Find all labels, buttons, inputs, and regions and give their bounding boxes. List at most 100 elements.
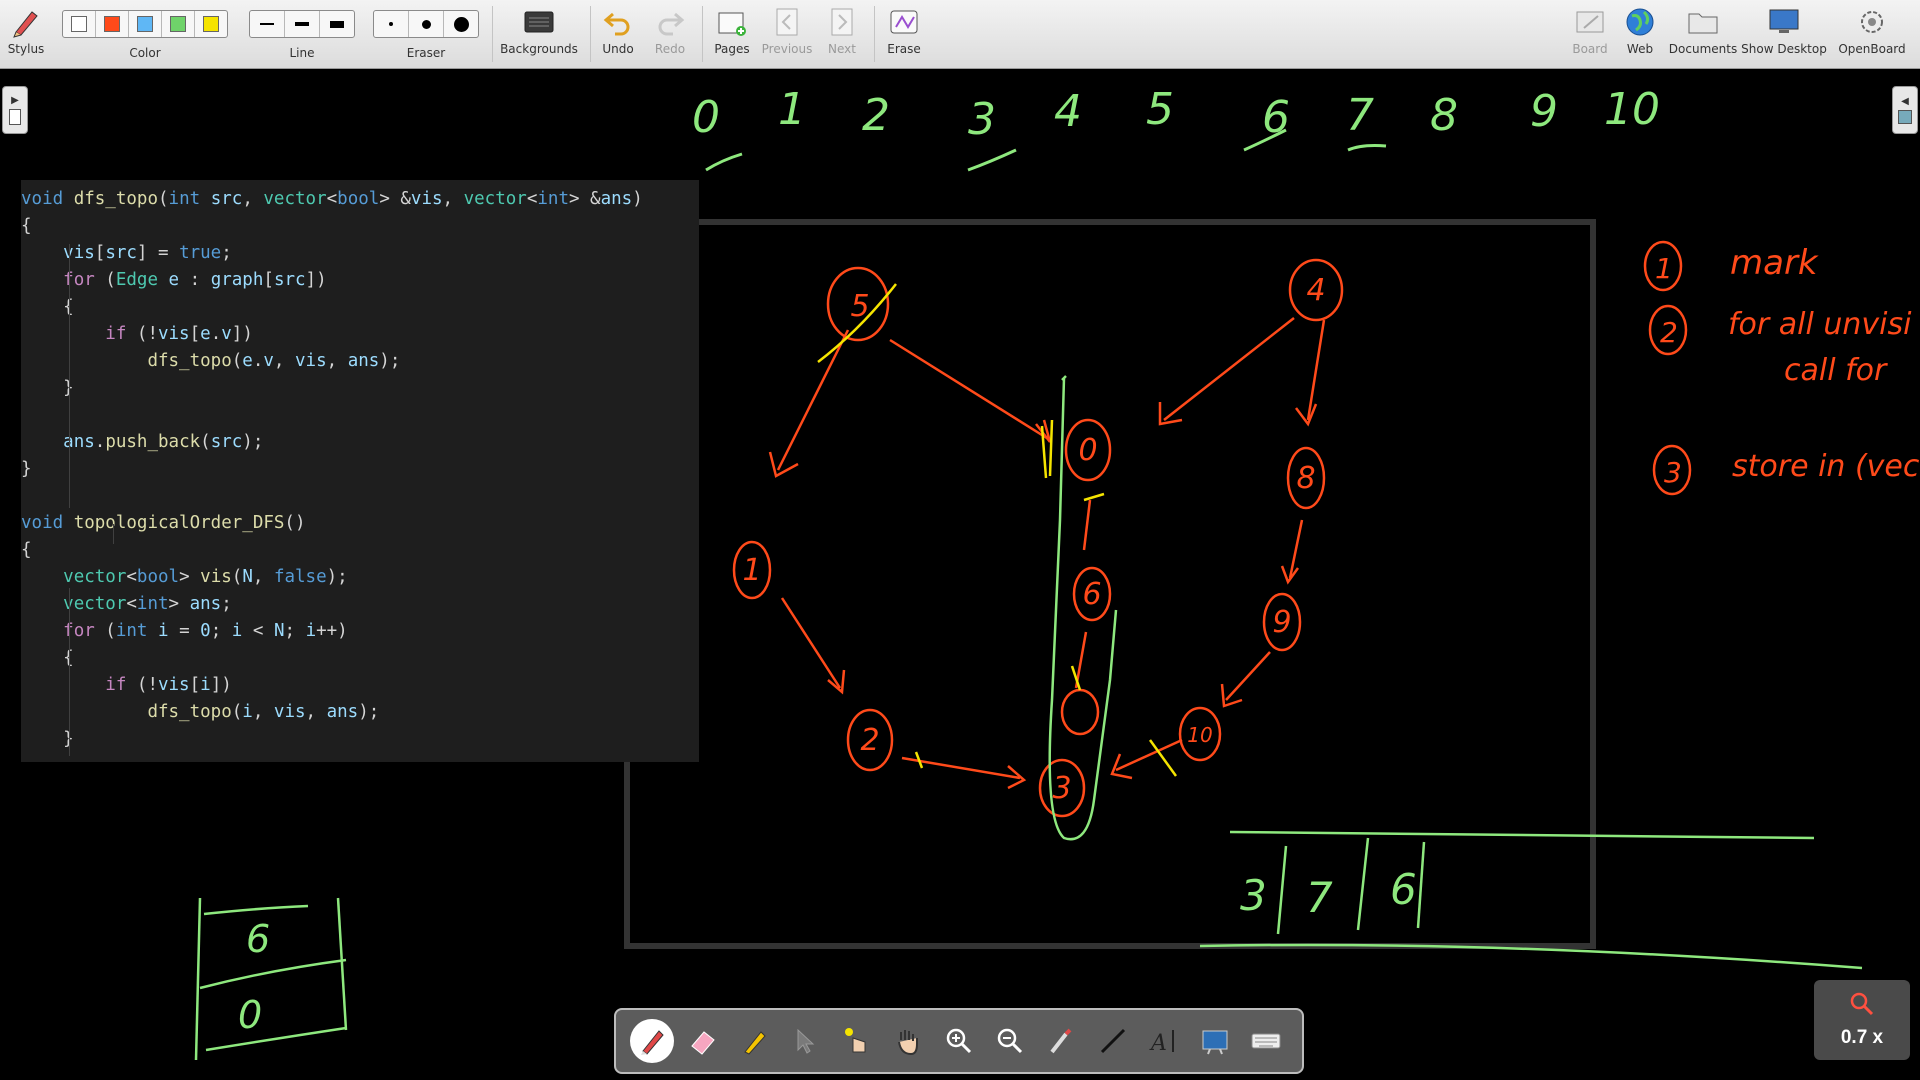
top-number: 10 [1604,84,1660,135]
next-button[interactable]: Next [822,4,862,64]
code-line: void dfs_topo(int src, vector<bool> &vis… [21,189,643,209]
top-number: 1 [778,84,806,135]
folder-icon [1686,4,1720,40]
eraser-label: Eraser [406,46,446,60]
web-button[interactable]: Web [1620,4,1660,64]
backgrounds-button[interactable]: Backgrounds [500,4,578,64]
undo-button[interactable]: Undo [598,4,638,64]
capture-tool-button[interactable] [1039,1019,1083,1063]
recursion-path [1048,375,1118,841]
code-line: { [21,648,74,668]
zoom-in-tool-button[interactable] [937,1019,981,1063]
board-label: Board [1572,42,1608,56]
node-label: 8 [1296,461,1315,496]
color-red-swatch[interactable] [96,11,129,37]
board-button[interactable]: Board [1570,4,1610,64]
left-panel-tab[interactable]: ▶ [2,86,28,134]
highlighter-icon [744,1031,766,1055]
color-white-swatch[interactable] [63,11,96,37]
color-green-swatch[interactable] [162,11,195,37]
right-panel-tab[interactable]: ◀ [1892,86,1918,134]
node-labels: 5 4 0 6 3 1 2 8 9 10 [742,273,1325,806]
node-label: 6 [1082,577,1101,612]
eraser-icon [691,1031,715,1055]
highlighter-tool-button[interactable] [732,1019,776,1063]
color-blue-swatch[interactable] [129,11,162,37]
line-medium-option[interactable] [285,11,320,37]
color-swatches [62,10,228,38]
code-line: { [21,297,74,317]
eraser-group: Eraser [373,4,479,64]
zoom-out-tool-button[interactable] [988,1019,1032,1063]
code-line: { [21,540,32,560]
line-tool-button[interactable] [1091,1019,1135,1063]
line-label: Line [289,46,315,60]
line-width-options [249,10,355,38]
code-line: } [21,459,32,479]
documents-button[interactable]: Documents [1669,4,1737,64]
toolbar-divider [590,6,591,62]
code-line: } [21,378,74,398]
line-thick-option[interactable] [320,11,354,37]
chevron-right-icon: ▶ [11,95,19,106]
algorithm-steps: 1 mark 2 for all unvisi call for 3 store… [1655,243,1920,489]
node-label: 2 [860,723,879,758]
pages-label: Pages [714,42,750,56]
color-label: Color [129,46,161,60]
pen-icon [640,1030,664,1055]
line-thin-option[interactable] [250,11,285,37]
eraser-small-option[interactable] [374,11,409,37]
hand-tool-button[interactable] [886,1019,930,1063]
backgrounds-icon [523,4,555,40]
indent-guide [113,524,114,544]
tool-palette: A [614,1008,1304,1074]
node-label: 4 [1306,273,1325,308]
laser-tool-button[interactable] [834,1019,878,1063]
previous-button[interactable]: Previous [758,4,816,64]
toolbar-divider [492,6,493,62]
selector-tool-button[interactable] [783,1019,827,1063]
keyboard-icon [1251,1033,1281,1049]
keyboard-tool-button[interactable] [1244,1019,1288,1063]
board-tool-button[interactable] [1193,1019,1237,1063]
redo-button[interactable]: Redo [650,4,690,64]
backgrounds-label: Backgrounds [500,42,578,56]
stack-cell: 6 [246,917,270,961]
web-label: Web [1626,42,1654,56]
top-number-row: 0 1 2 3 4 5 6 7 8 9 10 [692,84,1660,145]
eraser-tool-button[interactable] [681,1019,725,1063]
erase-icon [888,4,920,40]
capture-icon [1050,1028,1072,1054]
color-group: Color [62,4,228,64]
color-yellow-swatch[interactable] [195,11,227,37]
toolbar-divider [702,6,703,62]
indent-guide [69,244,70,508]
answer-cell: 7 [1306,873,1333,922]
hand-icon [897,1030,918,1056]
text-tool-button[interactable]: A [1142,1019,1186,1063]
top-number: 9 [1530,86,1558,137]
code-line: { [21,216,32,236]
visited-ticks [705,128,1387,172]
pages-button[interactable]: Pages [712,4,752,64]
answer-values: 3 7 6 [1240,865,1417,922]
node-label: 1 [742,553,761,588]
openboard-button[interactable]: OpenBoard [1834,4,1910,64]
top-number: 5 [1146,84,1174,135]
eraser-medium-option[interactable] [409,11,444,37]
top-toolbar: Stylus Color Line Eraser Bac [0,0,1920,69]
zoom-indicator[interactable]: 0.7 x [1814,980,1910,1060]
eraser-large-option[interactable] [444,11,478,37]
pen-tool-button[interactable] [629,1019,674,1063]
laser-pointer-icon [845,1028,866,1053]
pages-icon [716,4,748,40]
show-desktop-button[interactable]: Show Desktop [1741,4,1827,64]
step-number: 1 [1655,252,1673,285]
zoom-out-icon [997,1028,1023,1054]
zoom-in-icon [946,1028,971,1054]
step-text: mark [1730,243,1819,283]
stylus-button[interactable]: Stylus [6,4,46,64]
erase-button[interactable]: Erase [884,4,924,64]
undo-label: Undo [602,42,634,56]
